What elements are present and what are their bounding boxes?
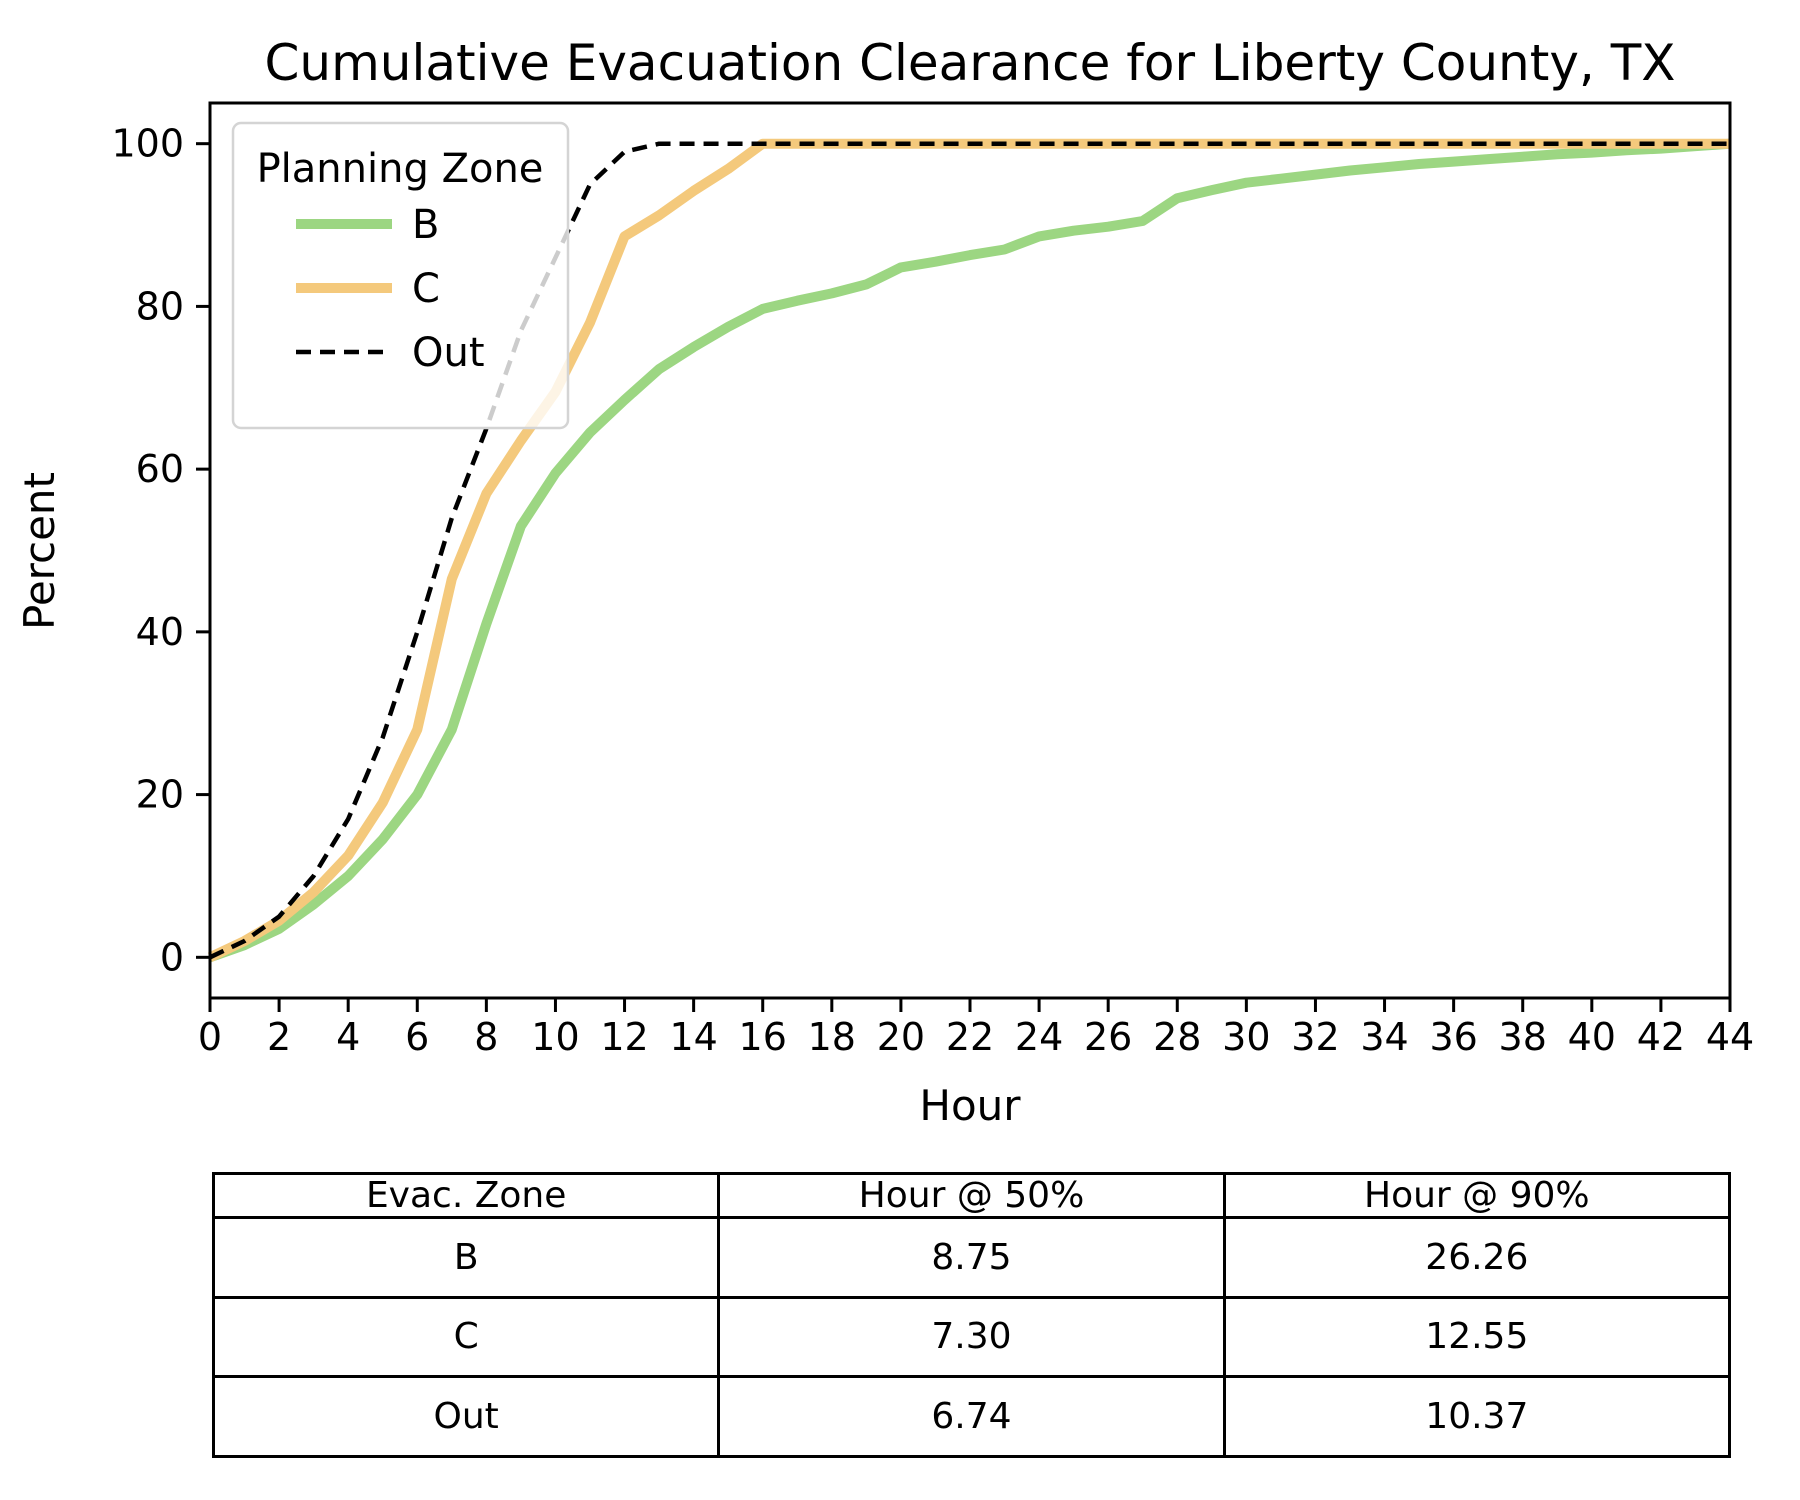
y-axis-label: Percent [15, 472, 64, 630]
x-tick-label: 44 [1706, 1015, 1754, 1059]
x-tick-label: 20 [877, 1015, 925, 1059]
table-cell: 6.74 [717, 1375, 1226, 1458]
x-tick-label: 12 [600, 1015, 648, 1059]
series-line-c [207, 138, 1730, 962]
table-cell: C [211, 1295, 721, 1379]
legend-title: Planning Zone [257, 146, 544, 192]
table-cell: 7.30 [717, 1295, 1226, 1379]
table-header-cell: Evac. Zone [211, 1172, 721, 1219]
series-line-b [208, 138, 1731, 963]
table-row-out: Out 6.74 10.37 [211, 1375, 1732, 1458]
x-tick-label: 40 [1568, 1015, 1616, 1059]
x-tick-label: 38 [1499, 1015, 1547, 1059]
legend-label-out: Out [412, 330, 485, 376]
y-tick-label: 20 [136, 773, 184, 817]
y-tick-label: 0 [160, 935, 184, 979]
y-tick-label: 100 [111, 122, 184, 166]
series-layer [207, 138, 1731, 963]
x-tick-label: 42 [1637, 1015, 1685, 1059]
x-tick-label: 26 [1084, 1015, 1132, 1059]
table-cell: B [211, 1216, 721, 1299]
clearance-stats-table: Evac. Zone Hour @ 50% Hour @ 90% B 8.75 26.2… [211, 1172, 1732, 1458]
x-tick-label: 8 [474, 1015, 498, 1059]
x-tick-label: 22 [946, 1015, 994, 1059]
table-header-cell: Hour @ 90% [1222, 1172, 1732, 1219]
series-line-out [209, 141, 1730, 960]
legend-box [231, 121, 570, 430]
axes-layer: 0 2 4 6 8 10 12 14 16 18 20 22 24 26 28 30 32 34 36 38 40 42 4… [111, 101, 1754, 1059]
x-tick-label: 14 [669, 1015, 717, 1059]
y-tick-label: 40 [136, 610, 184, 654]
x-tick-label: 0 [198, 1015, 222, 1059]
table-cell: 8.75 [717, 1216, 1226, 1299]
table-header-cell: Hour @ 50% [717, 1172, 1226, 1219]
x-tick-label: 6 [405, 1015, 429, 1059]
x-axis-label: Hour [919, 1081, 1021, 1130]
x-tick-label: 32 [1291, 1015, 1339, 1059]
table-cell: 10.37 [1222, 1375, 1732, 1458]
legend: Planning Zone BC Out [231, 121, 570, 430]
legend-label-c: C [412, 266, 440, 312]
chart-title: Cumulative Evacuation Clearance for Libe… [264, 34, 1675, 92]
table-cell: Out [211, 1375, 721, 1458]
x-tick-label: 34 [1360, 1015, 1408, 1059]
x-tick-label: 18 [808, 1015, 856, 1059]
x-tick-label: 2 [267, 1015, 291, 1059]
legend-label-b: B [412, 202, 439, 248]
y-tick-label: 80 [136, 284, 184, 328]
x-tick-label: 16 [739, 1015, 787, 1059]
y-tick-label: 60 [136, 447, 184, 491]
table-row-c: C 7.30 12.55 [211, 1295, 1732, 1379]
x-tick-label: 30 [1222, 1015, 1270, 1059]
table-cell: 12.55 [1222, 1295, 1732, 1379]
table-header-row: Evac. Zone Hour @ 50% Hour @ 90% [211, 1172, 1732, 1219]
x-tick-label: 24 [1015, 1015, 1063, 1059]
table-row-b: B 8.75 26.26 [211, 1216, 1732, 1299]
x-tick-label: 4 [336, 1015, 360, 1059]
x-tick-label: 10 [531, 1015, 579, 1059]
x-tick-label: 28 [1153, 1015, 1201, 1059]
table-cell: 26.26 [1222, 1216, 1732, 1299]
x-tick-label: 36 [1429, 1015, 1477, 1059]
